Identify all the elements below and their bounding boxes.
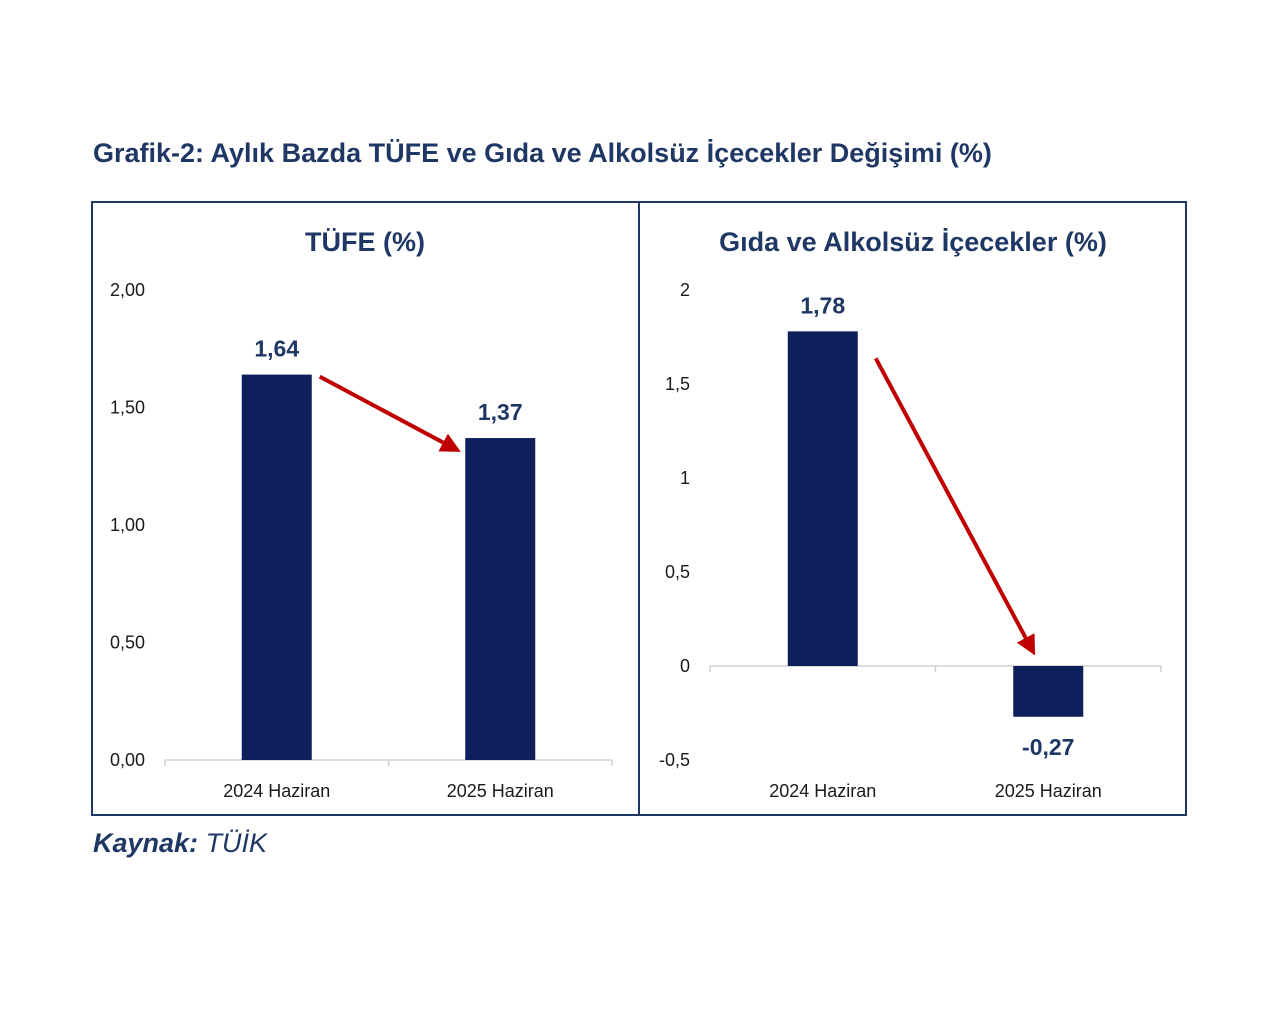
y-tick-label: 1,5 [665, 374, 690, 394]
trend-arrow [318, 374, 461, 452]
data-label: 1,37 [478, 399, 523, 425]
chart-divider [638, 201, 640, 816]
x-category-label: 2025 Haziran [447, 781, 554, 801]
y-tick-label: -0,5 [659, 750, 690, 770]
trend-arrow [873, 357, 1036, 656]
data-label: -0,27 [1022, 734, 1074, 760]
y-tick-label: 0,00 [110, 750, 145, 770]
tufe-chart: TÜFE (%) 0,00 0,50 1,00 1,50 2,00 1,64 2024 Haz… [110, 227, 613, 801]
data-label: 1,78 [800, 292, 845, 318]
x-category-label: 2024 Haziran [769, 781, 876, 801]
y-tick-label: 0 [680, 656, 690, 676]
chart-title: Gıda ve Alkolsüz İçecekler (%) [719, 227, 1107, 257]
bar-2025-haziran [1013, 666, 1084, 717]
y-tick-label: 2 [680, 280, 690, 300]
y-tick-label: 1 [680, 468, 690, 488]
data-label: 1,64 [254, 336, 299, 362]
y-tick-label: 0,5 [665, 562, 690, 582]
y-tick-label: 1,00 [110, 515, 145, 535]
page-title: Grafik-2: Aylık Bazda TÜFE ve Gıda ve Al… [93, 138, 992, 168]
bar-2024-haziran [241, 374, 312, 760]
x-category-label: 2024 Haziran [223, 781, 330, 801]
source-label: Kaynak: [93, 828, 199, 858]
source-note: Kaynak: TÜİK [93, 828, 267, 859]
y-tick-label: 1,50 [110, 398, 145, 418]
source-value: TÜİK [205, 828, 268, 858]
food-beverages-chart: Gıda ve Alkolsüz İçecekler (%) -0,5 0 0,5 1 1… [659, 227, 1162, 801]
y-tick-label: 0,50 [110, 633, 145, 653]
bar-2024-haziran [787, 331, 858, 666]
x-category-label: 2025 Haziran [995, 781, 1102, 801]
bar-2025-haziran [465, 438, 536, 760]
y-tick-label: 2,00 [110, 280, 145, 300]
chart-title: TÜFE (%) [305, 227, 425, 257]
